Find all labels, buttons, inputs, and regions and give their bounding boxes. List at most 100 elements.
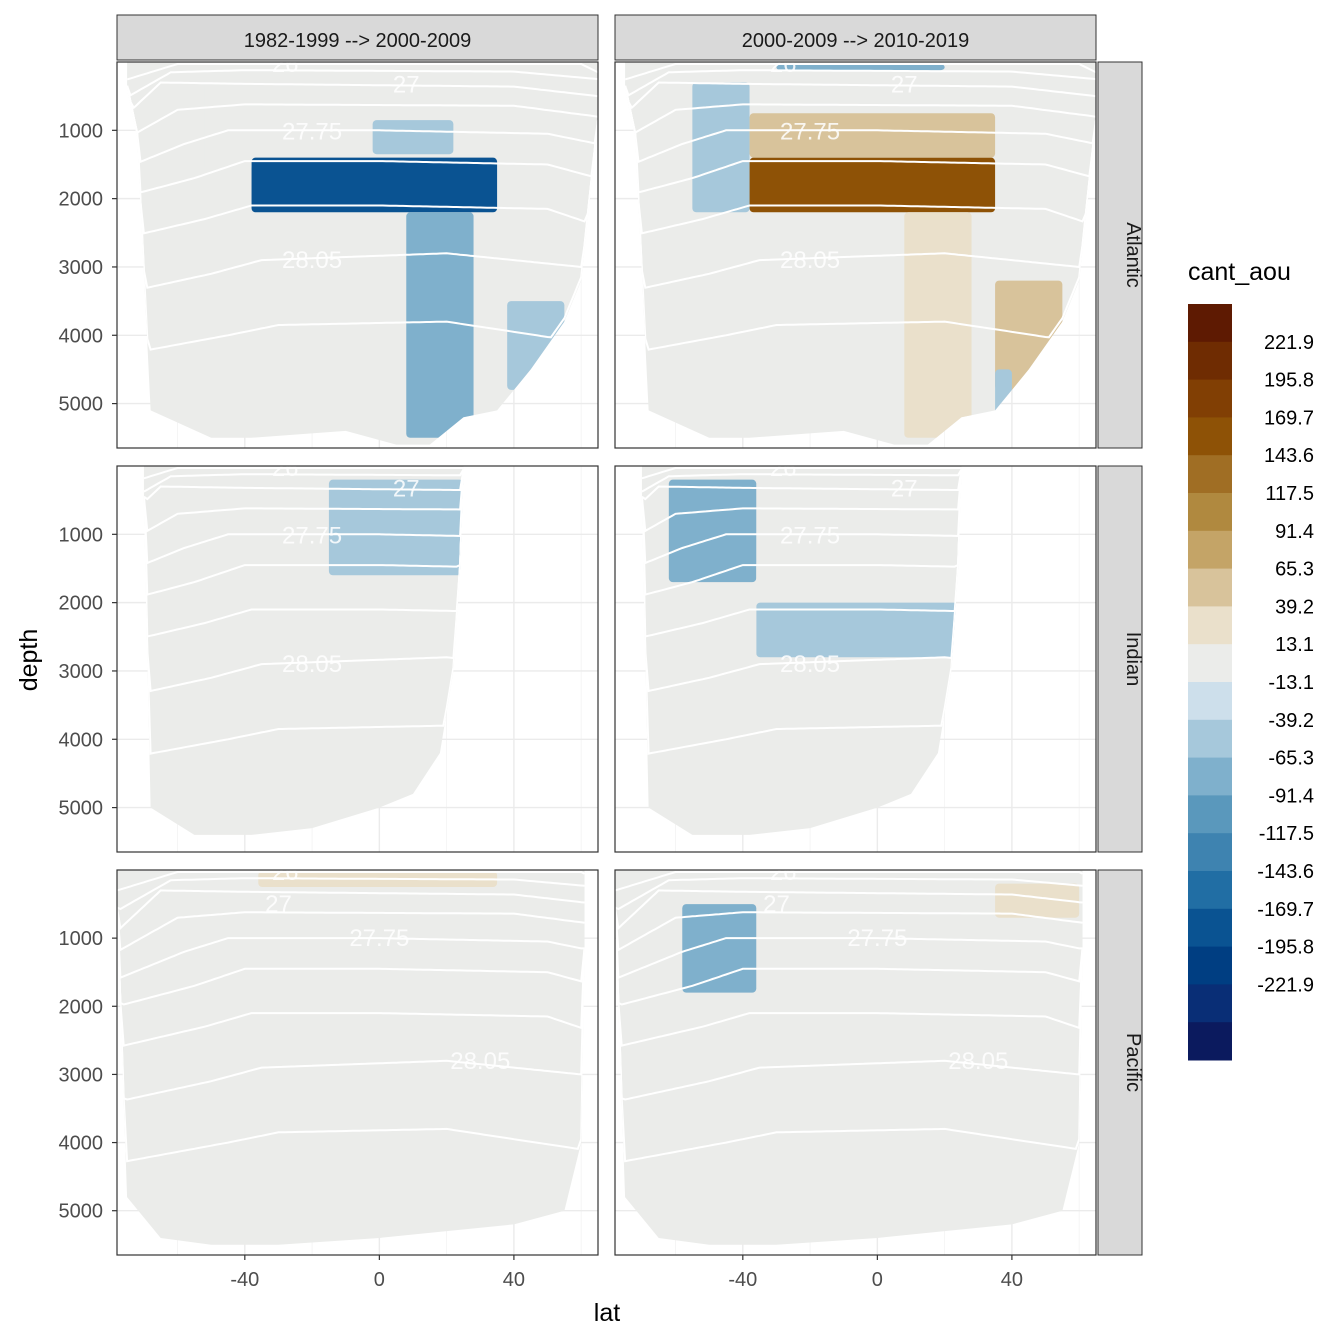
contour-label: 27.75 xyxy=(282,119,342,146)
panel-data: 26 27 27.75 28.05 xyxy=(625,62,1096,438)
panel-atlantic-0: 26 27 27.75 28.05 xyxy=(116,51,599,449)
isopycnal-contour xyxy=(625,85,1096,194)
facet-strip-row-label: Pacific xyxy=(1122,1033,1144,1092)
anomaly-patch xyxy=(372,120,454,155)
isopycnal-contour xyxy=(641,469,962,693)
anomaly-patch xyxy=(682,999,757,1075)
anomaly-patch xyxy=(749,113,996,158)
contour-label: 28.05 xyxy=(282,247,342,274)
legend-label: 195.8 xyxy=(1264,370,1314,392)
legend-label: -221.9 xyxy=(1257,974,1314,996)
contour-label: 27.75 xyxy=(282,523,342,550)
anomaly-patch xyxy=(625,883,642,911)
legend-swatch xyxy=(1188,833,1232,872)
y-tick-label: 4000 xyxy=(59,1133,104,1155)
panel-pacific-0: 26 27 27.75 28.05 xyxy=(116,869,599,1256)
contour-label: 28.05 xyxy=(780,247,840,274)
legend-swatch xyxy=(1188,530,1232,570)
isopycnal-contour xyxy=(641,469,962,501)
isopycnal-contour xyxy=(127,81,598,110)
isopycnal-contour xyxy=(615,907,1083,952)
anomaly-patch xyxy=(204,75,252,172)
legend-label: 143.6 xyxy=(1264,445,1314,467)
isopycnal-contour xyxy=(625,85,1096,351)
legend-label: -195.8 xyxy=(1257,937,1314,959)
anomaly-patch xyxy=(749,157,996,213)
legend-label: 13.1 xyxy=(1275,634,1314,656)
facet-strip-col xyxy=(614,14,1097,61)
anomaly-patch xyxy=(756,602,962,658)
legend-swatch xyxy=(1188,417,1232,456)
isopycnal-contour xyxy=(641,469,962,533)
isopycnal-contour xyxy=(127,85,598,194)
x-tick-label: 0 xyxy=(374,1269,385,1291)
panel-border xyxy=(116,61,599,449)
legend-swatch xyxy=(1188,871,1232,910)
legend-label: 39.2 xyxy=(1275,596,1314,618)
anomaly-patch xyxy=(211,500,259,596)
legend-swatch xyxy=(1188,946,1232,985)
isopycnal-contour xyxy=(641,469,962,755)
panel-data: 26 27 27.75 28.05 xyxy=(615,859,1083,1163)
legend-swatch xyxy=(1188,606,1232,645)
legend-swatch xyxy=(1188,341,1232,381)
anomaly-patch xyxy=(251,157,498,213)
facet-strip-row xyxy=(1097,869,1143,1256)
isopycnal-contour xyxy=(143,469,464,596)
y-tick-label: 1000 xyxy=(59,928,104,950)
isopycnal-contour xyxy=(143,469,464,638)
isopycnal-contour xyxy=(143,469,464,501)
contour-label: 27.75 xyxy=(780,119,840,146)
y-axis-label: depth xyxy=(15,629,43,692)
panel-border xyxy=(116,869,599,1256)
legend-label: -169.7 xyxy=(1257,899,1314,921)
contour-label: 28.05 xyxy=(780,651,840,678)
isopycnal-contour xyxy=(117,907,585,1101)
y-tick-label: 4000 xyxy=(59,729,104,751)
isopycnal-contour xyxy=(127,85,598,351)
contour-label: 27.75 xyxy=(349,925,409,952)
contour-label: 26 xyxy=(770,859,797,886)
isopycnal-contour xyxy=(625,85,1096,164)
isopycnal-contour xyxy=(143,469,464,533)
contour-label: 26 xyxy=(272,51,299,78)
legend-label: 117.5 xyxy=(1265,483,1314,505)
y-tick-label: 3000 xyxy=(59,661,104,683)
facet-strip-row-label: Atlantic xyxy=(1122,222,1144,288)
isopycnal-contour xyxy=(127,69,598,97)
isopycnal-contour xyxy=(127,85,598,164)
panel-data: 26 27 27.75 28.05 xyxy=(641,466,962,755)
isopycnal-contour xyxy=(615,907,1083,1047)
y-tick-label: 3000 xyxy=(59,1064,104,1086)
contour-label: 27.75 xyxy=(780,523,840,550)
contour-label: 27 xyxy=(393,72,420,99)
isopycnal-contour xyxy=(625,69,1096,97)
x-tick-label: 40 xyxy=(503,1269,525,1291)
isopycnal-contour xyxy=(143,469,464,565)
isopycnal-contour xyxy=(641,469,962,596)
anomaly-patch xyxy=(995,883,1080,918)
x-tick-label: 0 xyxy=(872,1269,883,1291)
y-tick-label: 5000 xyxy=(59,798,104,820)
legend-label: 65.3 xyxy=(1275,559,1314,581)
isopycnal-contour xyxy=(641,468,962,493)
y-tick-label: 3000 xyxy=(59,257,104,279)
y-tick-label: 1000 xyxy=(59,120,104,142)
isopycnal-contour xyxy=(615,907,1083,1101)
anomaly-patch xyxy=(668,479,757,583)
isopycnal-contour xyxy=(625,85,1096,235)
anomaly-patch xyxy=(692,82,750,213)
legend-swatch xyxy=(1188,455,1232,494)
contour-label: 28.05 xyxy=(282,651,342,678)
contour-label: 27 xyxy=(265,891,292,918)
isopycnal-contour xyxy=(143,467,464,480)
panel-data: 26 27 27.75 28.05 xyxy=(143,466,464,755)
legend-swatch xyxy=(1188,908,1232,948)
anomaly-patch xyxy=(904,212,972,438)
panel-indian-1: 26 27 27.75 28.05 xyxy=(614,465,1097,853)
x-axis-label: lat xyxy=(594,1299,620,1327)
legend-swatch xyxy=(1188,568,1232,607)
contour-label: 27 xyxy=(891,72,918,99)
isopycnal-contour xyxy=(127,85,598,135)
panel-data: 26 27 27.75 28.05 xyxy=(117,870,585,1163)
